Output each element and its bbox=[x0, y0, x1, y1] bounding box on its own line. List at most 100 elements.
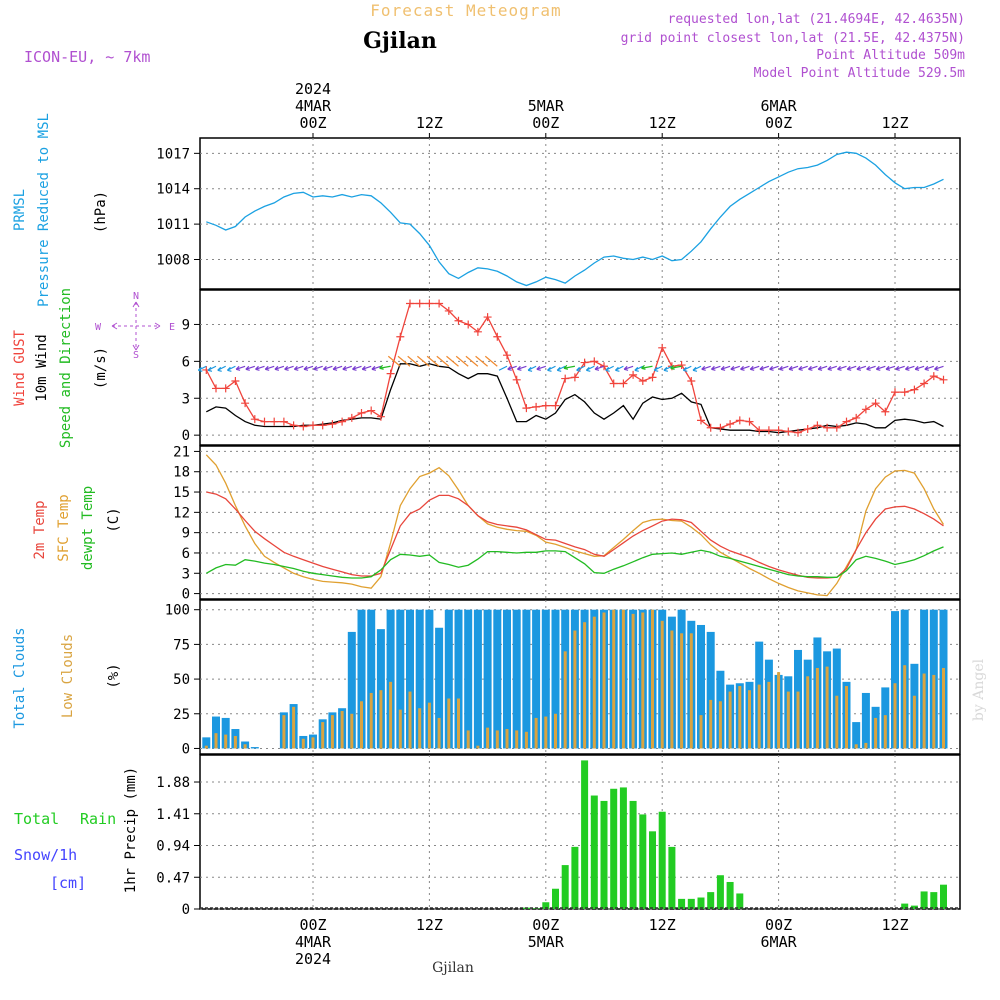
total-cloud-bar bbox=[697, 624, 705, 749]
wind-unit: (m/s) bbox=[93, 347, 109, 389]
y-tick-label: 100 bbox=[165, 603, 190, 619]
wind-direction-arrow bbox=[484, 355, 498, 367]
low-cloud-bar bbox=[534, 717, 538, 749]
wind-direction-arrow bbox=[759, 365, 770, 371]
model-altitude: Model Point Altitude 529.5m bbox=[754, 66, 965, 81]
top-time-label: 00Z bbox=[532, 114, 559, 132]
gust-marker bbox=[231, 377, 240, 386]
total-cloud-bar bbox=[444, 609, 453, 749]
gust-marker bbox=[483, 313, 492, 322]
wind-direction-arrow bbox=[465, 355, 479, 367]
low-cloud-bar bbox=[641, 612, 645, 749]
top-time-label: 00Z bbox=[765, 114, 792, 132]
rain-bar bbox=[639, 814, 647, 909]
gust-marker bbox=[309, 421, 317, 430]
gust-marker bbox=[570, 373, 579, 382]
gust-marker bbox=[415, 299, 424, 308]
low-cloud-bar bbox=[214, 733, 218, 749]
gust-marker bbox=[832, 423, 841, 432]
compass-w: W bbox=[95, 322, 102, 333]
low-cloud-bar bbox=[738, 686, 742, 749]
gust-marker bbox=[784, 427, 793, 436]
wind-direction-arrow bbox=[547, 365, 556, 372]
bottom-time-label: 6MAR bbox=[761, 933, 798, 951]
low-cloud-bar bbox=[544, 716, 548, 749]
wind-direction-arrow bbox=[235, 365, 246, 371]
wind-direction-arrow bbox=[710, 365, 721, 371]
gust-marker bbox=[803, 425, 812, 434]
wind-direction-arrow bbox=[866, 365, 876, 371]
wind-direction-arrow bbox=[426, 355, 440, 367]
low-cloud-bar bbox=[942, 667, 945, 749]
gust-marker bbox=[503, 351, 511, 360]
temp-label-2m: 2m Temp bbox=[32, 500, 48, 559]
wind-direction-arrow bbox=[641, 364, 653, 370]
wind-direction-arrow bbox=[332, 365, 343, 371]
wind-direction-arrow bbox=[217, 365, 226, 372]
total-cloud-bar bbox=[541, 609, 550, 749]
temp-2m-line bbox=[206, 491, 944, 579]
low-cloud-bar bbox=[408, 691, 412, 749]
low-cloud-bar bbox=[699, 715, 703, 749]
bottom-time-label: 00Z bbox=[532, 916, 559, 934]
wind-direction-arrow bbox=[798, 365, 808, 371]
low-cloud-bar bbox=[554, 713, 557, 749]
total-cloud-bar bbox=[551, 609, 560, 749]
bottom-time-label: 00Z bbox=[299, 916, 326, 934]
top-time-label: 5MAR bbox=[528, 97, 565, 115]
wind-direction-arrow bbox=[475, 355, 488, 367]
low-cloud-bar bbox=[243, 744, 247, 749]
low-cloud-bar bbox=[379, 690, 383, 749]
low-cloud-bar bbox=[524, 731, 528, 749]
total-cloud-bar bbox=[861, 692, 870, 749]
wind-direction-arrow bbox=[342, 365, 352, 371]
total-cloud-bar bbox=[483, 609, 492, 749]
low-cloud-bar bbox=[845, 686, 848, 749]
total-cloud-bar bbox=[522, 609, 531, 749]
low-cloud-bar bbox=[932, 674, 936, 749]
rain-bar bbox=[649, 831, 656, 909]
wind-direction-arrow bbox=[663, 365, 673, 372]
low-cloud-bar bbox=[680, 633, 684, 749]
y-tick-label: 50 bbox=[173, 672, 190, 688]
low-cloud-bar bbox=[427, 702, 431, 749]
compass-s: S bbox=[133, 350, 139, 361]
low-cloud-bar bbox=[457, 698, 460, 749]
total-cloud-bar bbox=[706, 631, 715, 749]
total-cloud-bar bbox=[503, 609, 511, 749]
clouds-label-total: Total Clouds bbox=[12, 627, 28, 728]
low-cloud-bar bbox=[631, 613, 635, 749]
total-cloud-bar bbox=[367, 609, 376, 749]
wind-speed-line bbox=[206, 363, 944, 434]
requested-coords: requested lon,lat (21.4694E, 42.4635N) bbox=[668, 12, 965, 27]
gust-marker bbox=[260, 417, 269, 426]
y-tick-label: 0 bbox=[182, 741, 190, 757]
gust-marker bbox=[338, 417, 347, 426]
y-tick-label: 0.94 bbox=[156, 839, 190, 855]
low-cloud-bar bbox=[815, 667, 819, 749]
gust-marker bbox=[648, 373, 657, 382]
total-cloud-bar bbox=[250, 747, 259, 749]
wind-direction-arrow bbox=[255, 365, 265, 371]
wind-direction-arrow bbox=[507, 365, 517, 371]
gust-marker bbox=[299, 422, 308, 431]
low-cloud-bar bbox=[874, 717, 878, 749]
top-time-label: 4MAR bbox=[295, 97, 332, 115]
low-cloud-bar bbox=[825, 666, 829, 749]
y-tick-label: 1008 bbox=[156, 253, 190, 269]
panel-temperature: 0 3 6 9 12 15 18 21 bbox=[173, 444, 961, 603]
gust-marker bbox=[250, 415, 259, 424]
top-time-label: 00Z bbox=[299, 114, 326, 132]
low-cloud-bar bbox=[922, 673, 926, 749]
point-altitude: Point Altitude 509m bbox=[816, 48, 965, 63]
pressure-label-prmsl: PRMSL bbox=[12, 189, 28, 231]
gust-marker bbox=[764, 426, 773, 435]
wind-direction-arrow bbox=[446, 355, 459, 367]
rain-bar bbox=[542, 902, 550, 909]
wind-direction-arrow bbox=[653, 365, 663, 372]
y-tick-label: 9 bbox=[182, 526, 190, 542]
low-cloud-bar bbox=[709, 699, 713, 749]
low-cloud-bar bbox=[282, 715, 286, 749]
total-cloud-bar bbox=[425, 609, 434, 749]
wind-direction-arrow bbox=[730, 365, 740, 371]
